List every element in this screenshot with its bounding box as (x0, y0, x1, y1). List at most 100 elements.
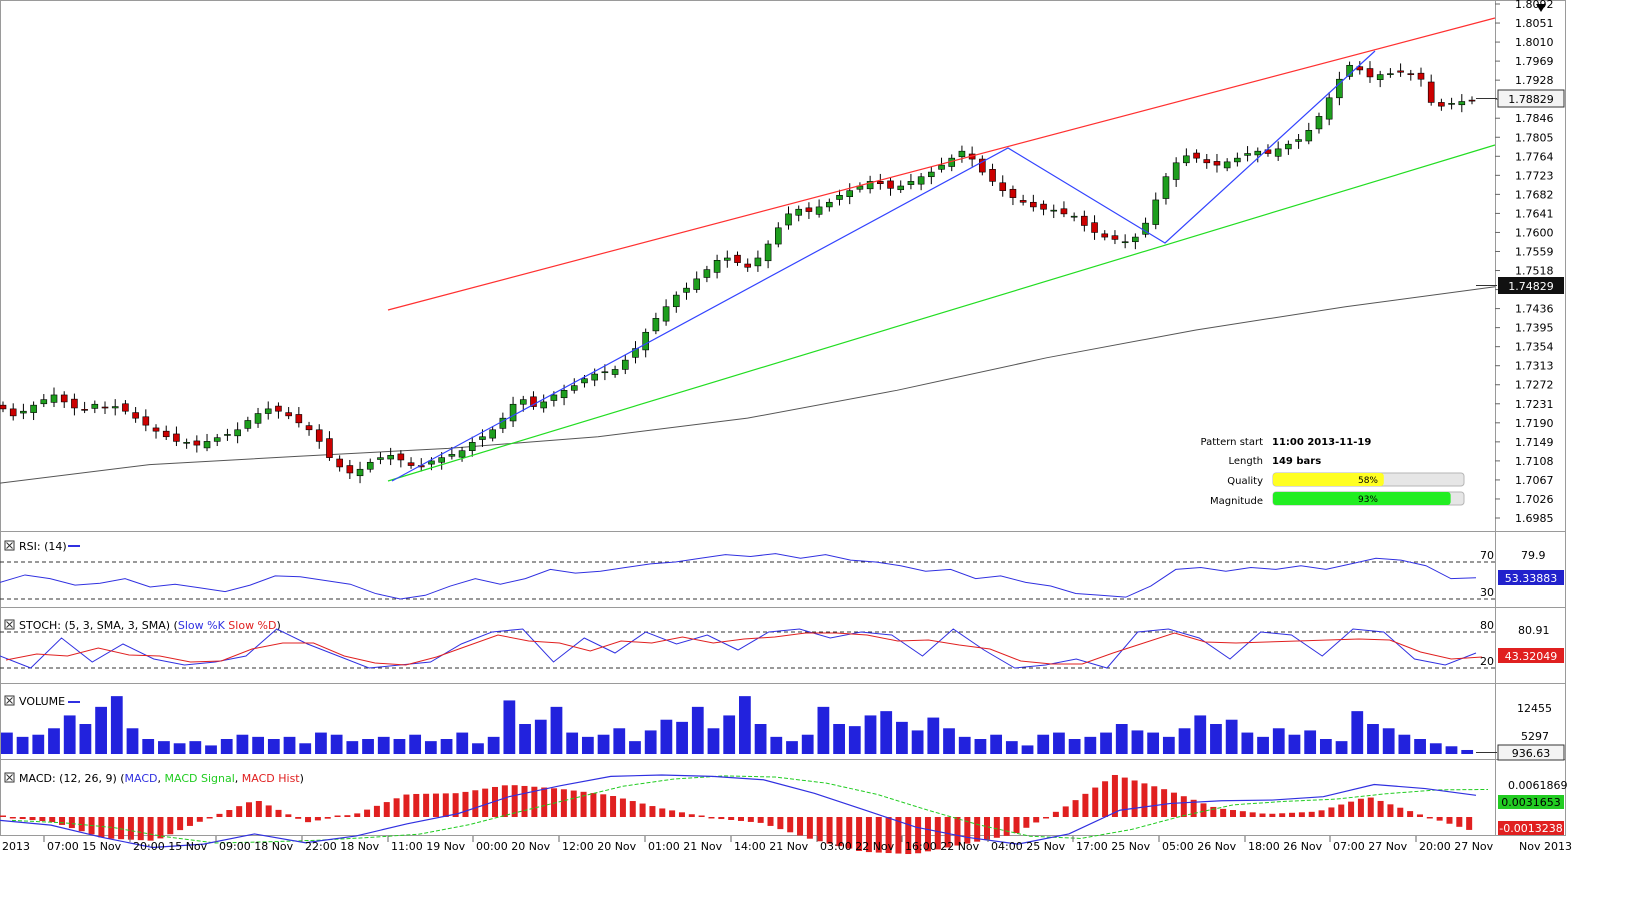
candle (652, 312, 660, 335)
volume-bar (990, 734, 1003, 754)
candle-body (285, 412, 292, 417)
candle (1183, 148, 1190, 167)
candle (142, 409, 150, 432)
macd-hist-bar (1220, 808, 1227, 817)
candle-body (744, 263, 752, 268)
macd-hist-bar (797, 817, 804, 836)
macd-hist-bar (501, 785, 508, 817)
volume-bar (723, 715, 736, 754)
volume-bar (220, 739, 233, 754)
volume-bar (1068, 739, 1081, 754)
volume-bar (1382, 728, 1395, 754)
volume-bar (1005, 741, 1018, 754)
macd-hist-bar (974, 817, 981, 842)
candle-body (397, 453, 405, 461)
candle (877, 173, 884, 190)
price-tick-label: 1.7559 (1515, 245, 1554, 258)
candle (356, 461, 364, 484)
candle-body (866, 181, 874, 190)
candle (1417, 67, 1425, 87)
pane-frames (0, 0, 1566, 836)
volume-bars (1, 696, 1474, 754)
rsi-pane: RSI: (14) 70 30 79.9 53.33883 (0, 540, 1564, 600)
candle-body (213, 437, 221, 442)
candle (1458, 94, 1466, 113)
candle (295, 407, 303, 428)
volume-bar (1147, 732, 1160, 754)
candle-body (356, 468, 364, 477)
macd-hist-bar (678, 812, 685, 817)
volume-bar (503, 700, 516, 754)
volume-bar (1461, 749, 1474, 754)
volume-bar (974, 739, 987, 754)
time-axis: 2013 07:00 15 Nov 20:00 15 Nov 09:00 18 Nov… (2, 836, 1572, 853)
candle (30, 401, 37, 421)
macd-hist-bar (511, 785, 518, 817)
price-tick-label: 1.7723 (1515, 169, 1554, 182)
macd-hist-bar (1052, 811, 1059, 817)
volume-bar (1319, 739, 1332, 754)
candle-body (1295, 139, 1302, 142)
macd-hist-bar (924, 817, 931, 852)
stoch-level-80: 80 (1480, 619, 1494, 632)
volume-bar (786, 741, 798, 754)
candle (152, 424, 160, 439)
candle-body (570, 385, 578, 391)
candle-body (305, 425, 313, 431)
candle (1193, 149, 1200, 163)
macd-hist-bar (265, 805, 272, 817)
macd-hist-bar (1072, 800, 1079, 817)
candle (407, 457, 415, 469)
candle (519, 395, 527, 412)
candle (1407, 69, 1415, 81)
macd-hist-bar (846, 817, 853, 849)
volume-bar (691, 706, 704, 754)
candle-body (836, 194, 843, 200)
candle-body (1193, 152, 1200, 159)
macd-hist-bar (728, 817, 735, 820)
macd-hist-bar (1298, 812, 1305, 817)
candle-body (326, 438, 333, 458)
macd-hist-bar (1092, 787, 1099, 817)
macd-hist-bar (0, 815, 6, 817)
candle-body (142, 416, 150, 426)
current-price-box: 1.78829 (1476, 89, 1565, 108)
candle (234, 422, 241, 444)
macd-hist-bar (236, 806, 243, 817)
candle (999, 175, 1007, 197)
candle-body (1336, 78, 1343, 99)
candle (468, 436, 476, 457)
candle-body (1070, 215, 1078, 218)
macd-hist-bar (1230, 810, 1236, 817)
macd-hist-bar (954, 817, 961, 846)
candle (693, 271, 700, 293)
ma-value-box: 1.74829 (1476, 277, 1564, 294)
candle (815, 199, 823, 218)
candle-body (540, 401, 547, 409)
volume-bar (346, 741, 359, 754)
macd-hist-bar (1397, 807, 1404, 817)
macd-hist-bar (393, 798, 400, 817)
candle (9, 403, 17, 421)
candle-body (224, 434, 231, 436)
stoch-level-20: 20 (1480, 655, 1494, 668)
candle (887, 177, 894, 196)
candle-body (295, 414, 303, 424)
volume-bar (48, 728, 60, 754)
volume-bar (739, 696, 751, 754)
candle (703, 265, 711, 283)
macd-hist-bar (49, 817, 56, 823)
volume-bar (456, 732, 469, 754)
candle-body (979, 158, 986, 173)
candle-body (1081, 215, 1088, 226)
candle (1081, 210, 1088, 232)
candle (1172, 157, 1180, 187)
resistance-line (387, 17, 1496, 311)
volume-bar (1351, 711, 1364, 754)
candle (1091, 215, 1098, 240)
volume-bar (629, 741, 641, 754)
macd-hist-bar (1407, 811, 1414, 817)
candle (275, 402, 282, 419)
macd-hist-bar (1426, 817, 1433, 819)
volume-bar (660, 719, 673, 754)
